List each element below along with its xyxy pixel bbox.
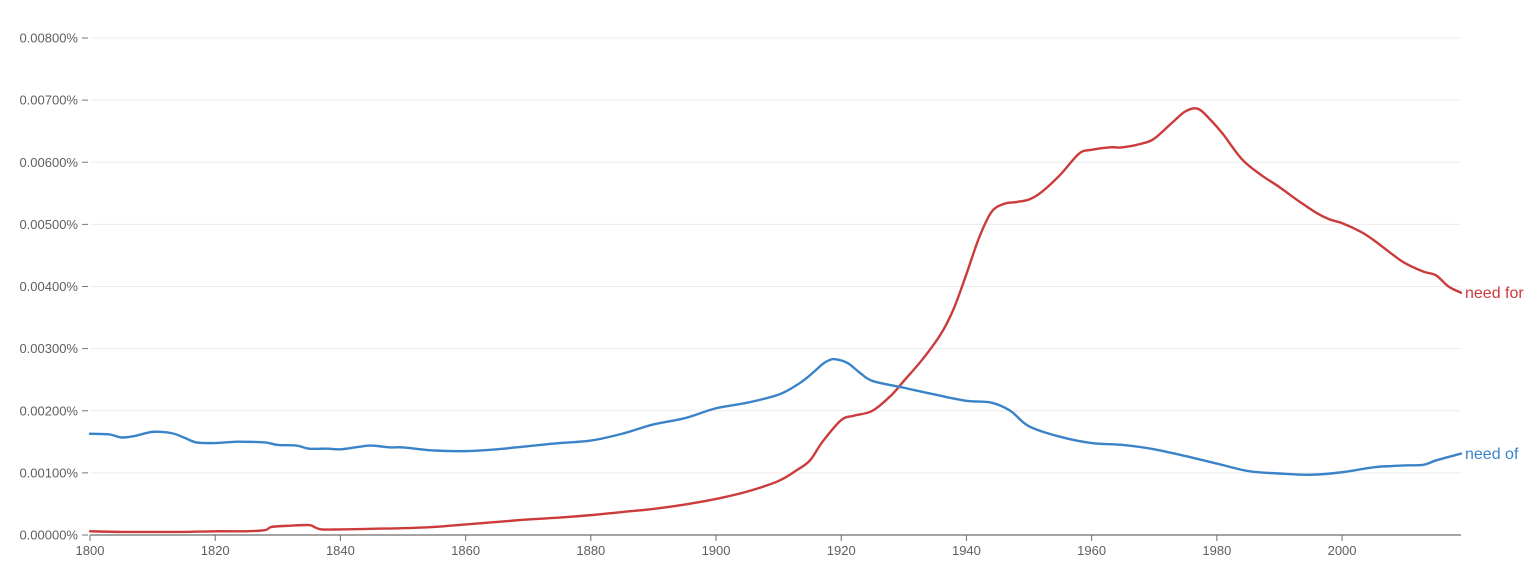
x-tick-label: 1960 [1077, 543, 1106, 558]
y-tick-label: 0.00800% [19, 31, 78, 46]
y-tick-label: 0.00600% [19, 155, 78, 170]
gridlines [90, 37, 1461, 474]
series-labels: need for need of [1465, 285, 1524, 463]
x-tick-label: 2000 [1328, 543, 1357, 558]
series-line-need-for[interactable] [88, 107, 1463, 534]
series-lines [88, 107, 1463, 534]
y-axis: 0.00000% 0.00100% 0.00200% 0.00300% 0.00400%… [19, 31, 88, 543]
y-tick-label: 0.00400% [19, 279, 78, 294]
x-tick-label: 1840 [326, 543, 355, 558]
series-label-need-of[interactable]: need of [1465, 446, 1519, 463]
x-tick-label: 1940 [952, 543, 981, 558]
y-tick-label: 0.00700% [19, 93, 78, 108]
y-tick-label: 0.00100% [19, 465, 78, 480]
x-tick-label: 1860 [451, 543, 480, 558]
x-tick-label: 1800 [76, 543, 105, 558]
y-tick-label: 0.00300% [19, 341, 78, 356]
x-tick-label: 1980 [1202, 543, 1231, 558]
series-label-need-for[interactable]: need for [1465, 285, 1524, 302]
x-tick-label: 1920 [827, 543, 856, 558]
x-tick-label: 1900 [702, 543, 731, 558]
x-tick-label: 1820 [201, 543, 230, 558]
y-tick-label: 0.00500% [19, 217, 78, 232]
series-line-need-of[interactable] [88, 357, 1463, 476]
y-tick-label: 0.00200% [19, 403, 78, 418]
x-axis: 1800 1820 1840 1860 1880 1900 1920 1940 1960 1980… [76, 534, 1461, 558]
y-tick-label: 0.00000% [19, 528, 78, 543]
x-tick-label: 1880 [576, 543, 605, 558]
